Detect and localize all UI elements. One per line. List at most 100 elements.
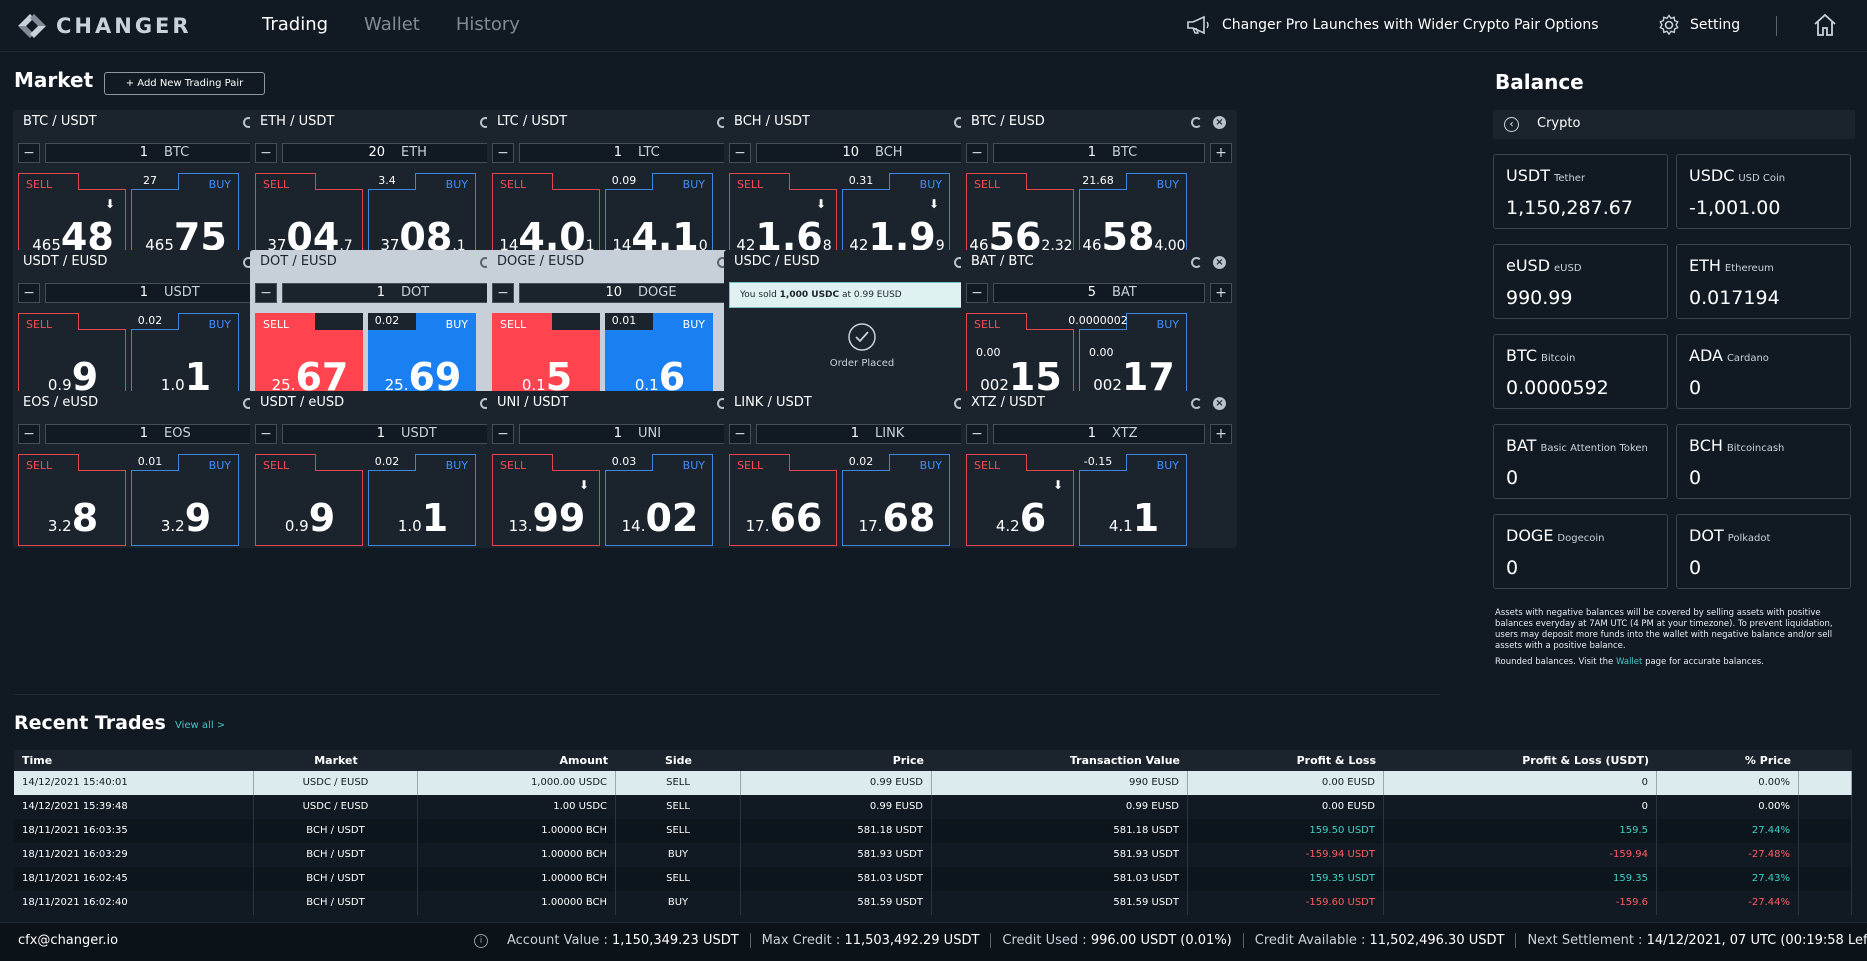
quantity-value: 1: [850, 426, 859, 441]
decrease-quantity-button[interactable]: −: [18, 424, 40, 444]
decrease-quantity-button[interactable]: −: [729, 143, 751, 163]
home-button[interactable]: [1812, 12, 1838, 42]
announcement[interactable]: Changer Pro Launches with Wider Crypto P…: [1186, 15, 1599, 35]
logo[interactable]: CHANGER: [16, 12, 192, 40]
decrease-quantity-button[interactable]: −: [255, 424, 277, 444]
balance-card[interactable]: USDT Tether 1,150,287.67: [1493, 154, 1668, 229]
price-box-tab: [605, 313, 653, 330]
decrease-quantity-button[interactable]: −: [18, 143, 40, 163]
buy-price-button[interactable]: BUY 4.11: [1079, 454, 1187, 546]
decrease-quantity-button[interactable]: −: [18, 283, 40, 303]
view-all-link[interactable]: View all >: [175, 720, 226, 731]
buy-price-button[interactable]: BUY 3.29: [131, 454, 239, 546]
close-card-icon[interactable]: ×: [1213, 256, 1226, 269]
quantity-input[interactable]: 1 USDT: [45, 283, 257, 303]
increase-quantity-button[interactable]: +: [1210, 143, 1232, 163]
close-card-icon[interactable]: ×: [1213, 397, 1226, 410]
quantity-value: 10: [605, 285, 622, 300]
quantity-input[interactable]: 10 BCH: [756, 143, 968, 163]
card-header: XTZ / USDT ×: [961, 391, 1237, 415]
table-row[interactable]: 18/11/2021 16:02:40 BCH / USDT 1.00000 BCH…: [14, 891, 1852, 915]
decrease-quantity-button[interactable]: −: [492, 143, 514, 163]
quantity-input[interactable]: 1 LINK: [756, 424, 968, 444]
buy-price-button[interactable]: BUY 17.68: [842, 454, 950, 546]
buy-label: BUY: [445, 178, 468, 191]
increase-quantity-button[interactable]: +: [1210, 424, 1232, 444]
quantity-input[interactable]: 1 XTZ: [993, 424, 1205, 444]
sell-price-button[interactable]: SELL ⬇ 4.26: [966, 454, 1074, 546]
pair-name: DOGE / EUSD: [497, 254, 585, 269]
table-row[interactable]: 18/11/2021 16:03:35 BCH / USDT 1.00000 BCH…: [14, 819, 1852, 843]
asset-ticker: BTC: [1506, 346, 1537, 365]
price-suffix: 0: [698, 238, 708, 254]
balance-card[interactable]: USDC USD Coin -1,001.00: [1676, 154, 1851, 229]
quantity-input[interactable]: 1 EOS: [45, 424, 257, 444]
decrease-quantity-button[interactable]: −: [255, 283, 277, 303]
balance-card[interactable]: eUSD eUSD 990.99: [1493, 244, 1668, 319]
price-prefix: 465: [145, 236, 174, 254]
table-row[interactable]: 14/12/2021 15:39:48 USDC / EUSD 1.00 USDC S…: [14, 795, 1852, 819]
buy-price-button[interactable]: BUY 1.01: [368, 454, 476, 546]
decrease-quantity-button[interactable]: −: [729, 424, 751, 444]
wallet-link[interactable]: Wallet: [1616, 657, 1643, 667]
decrease-quantity-button[interactable]: −: [966, 283, 988, 303]
card-header: DOGE / EUSD×: [487, 250, 763, 274]
sell-price-button[interactable]: SELL 3.28: [18, 454, 126, 546]
quantity-input[interactable]: 5 BAT: [993, 283, 1205, 303]
quantity-input[interactable]: 10 DOGE: [519, 283, 731, 303]
order-toast: You sold 1,000 USDC at 0.99 EUSD: [729, 282, 991, 308]
quantity-input[interactable]: 1 LTC: [519, 143, 731, 163]
balance-card[interactable]: ADA Cardano 0: [1676, 334, 1851, 409]
nav-trading[interactable]: Trading: [262, 14, 329, 35]
balance-card[interactable]: DOT Polkadot 0: [1676, 514, 1851, 589]
stat-label: Credit Used :: [1002, 933, 1087, 948]
quantity-input[interactable]: 1 UNI: [519, 424, 731, 444]
balance-card[interactable]: DOGE Dogecoin 0: [1493, 514, 1668, 589]
cell-side: SELL: [616, 795, 741, 819]
nav-history[interactable]: History: [455, 14, 520, 35]
user-email[interactable]: cfx@changer.io: [18, 933, 119, 948]
price-box-tab: [1026, 313, 1074, 330]
quantity-input[interactable]: 20 ETH: [282, 143, 494, 163]
decrease-quantity-button[interactable]: −: [492, 424, 514, 444]
sell-price-button[interactable]: SELL ⬇ 13.99: [492, 454, 600, 546]
quantity-input[interactable]: 1 DOT: [282, 283, 494, 303]
balance-card[interactable]: BTC Bitcoin 0.0000592: [1493, 334, 1668, 409]
increase-quantity-button[interactable]: +: [1210, 283, 1232, 303]
balance-card[interactable]: ETH Ethereum 0.017194: [1676, 244, 1851, 319]
quantity-input[interactable]: 1 BTC: [45, 143, 257, 163]
table-row[interactable]: 14/12/2021 15:40:01 USDC / EUSD 1,000.00 U…: [14, 771, 1852, 795]
quantity-input[interactable]: 1 BTC: [993, 143, 1205, 163]
info-icon[interactable]: i: [474, 934, 488, 948]
price-prefix: 4.1: [1108, 517, 1133, 535]
nav-wallet[interactable]: Wallet: [364, 14, 420, 35]
add-trading-pair-button[interactable]: + Add New Trading Pair: [104, 72, 265, 95]
close-card-icon[interactable]: ×: [1213, 116, 1226, 129]
setting-button[interactable]: Setting: [1658, 14, 1740, 36]
buy-price-button[interactable]: BUY 0.16: [605, 313, 713, 405]
buy-price-button[interactable]: BUY 14.02: [605, 454, 713, 546]
card-header: UNI / USDT×: [487, 391, 763, 415]
decrease-quantity-button[interactable]: −: [492, 283, 514, 303]
table-row[interactable]: 18/11/2021 16:02:45 BCH / USDT 1.00000 BCH…: [14, 867, 1852, 891]
balance-card[interactable]: BAT Basic Attention Token 0: [1493, 424, 1668, 499]
balance-category-selector[interactable]: ‹ Crypto: [1493, 110, 1855, 139]
buy-label: BUY: [919, 459, 942, 472]
quantity-asset: BTC: [164, 145, 190, 160]
sell-price-button[interactable]: SELL 0.00 00215: [966, 313, 1074, 405]
column-header: Profit & Loss (USDT): [1522, 754, 1649, 767]
sell-price: 00215: [967, 355, 1075, 399]
sell-price-button[interactable]: SELL 0.15: [492, 313, 600, 405]
price-main: 99: [532, 496, 586, 540]
quantity-input[interactable]: 1 USDT: [282, 424, 494, 444]
price-suffix: 9: [935, 238, 945, 254]
decrease-quantity-button[interactable]: −: [255, 143, 277, 163]
balance-card[interactable]: BCH Bitcoincash 0: [1676, 424, 1851, 499]
decrease-quantity-button[interactable]: −: [966, 143, 988, 163]
table-row[interactable]: 18/11/2021 16:03:29 BCH / USDT 1.00000 BCH…: [14, 843, 1852, 867]
sell-price-button[interactable]: SELL 17.66: [729, 454, 837, 546]
sell-price-button[interactable]: SELL 0.99: [255, 454, 363, 546]
decrease-quantity-button[interactable]: −: [966, 424, 988, 444]
